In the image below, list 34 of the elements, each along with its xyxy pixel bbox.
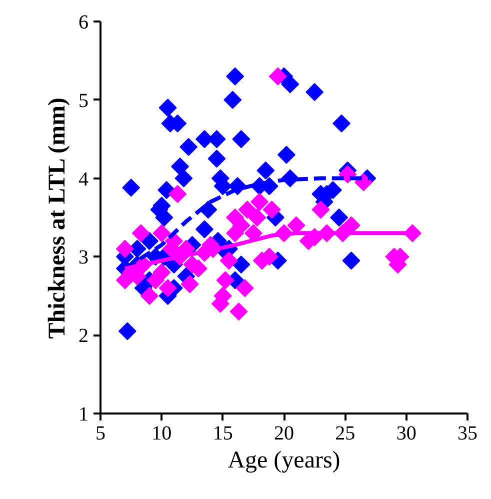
point <box>230 302 248 321</box>
point <box>312 200 330 219</box>
y-tick-label: 4 <box>78 168 88 190</box>
x-tick-label: 35 <box>458 422 478 444</box>
x-tick-label: 15 <box>212 422 233 444</box>
point <box>116 240 134 258</box>
point <box>140 286 158 305</box>
point <box>180 275 199 294</box>
point <box>262 200 281 219</box>
x-tick-label: 10 <box>152 422 172 444</box>
point <box>250 192 269 211</box>
point <box>152 263 171 282</box>
y-tick-label: 1 <box>78 404 88 426</box>
point <box>132 224 150 242</box>
point <box>216 271 234 290</box>
y-axis-title: Thickness at LTL (mm) <box>44 98 70 339</box>
point <box>236 279 254 298</box>
point <box>268 67 287 86</box>
point <box>168 184 187 203</box>
x-tick-label: 25 <box>335 422 356 444</box>
x-axis-title: Age (years) <box>228 448 340 474</box>
point <box>248 208 266 226</box>
y-tick-label: 6 <box>78 12 88 34</box>
point <box>238 200 256 219</box>
point <box>232 216 250 234</box>
y-tick-label: 3 <box>78 246 88 269</box>
point <box>220 252 238 270</box>
y-tick-label: 5 <box>78 90 88 112</box>
y-tick-label: 2 <box>78 325 88 348</box>
x-tick-label: 5 <box>96 422 106 444</box>
x-tick-label: 30 <box>396 422 416 444</box>
x-tick-label: 20 <box>274 422 294 444</box>
point <box>152 224 171 242</box>
point <box>158 279 177 298</box>
